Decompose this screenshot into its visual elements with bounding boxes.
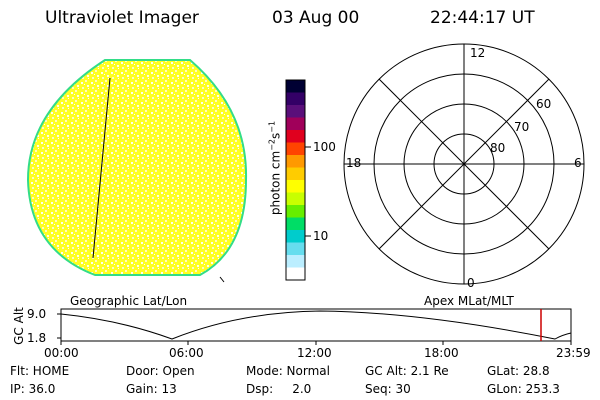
status-glon: GLon: 253.3: [487, 382, 560, 396]
altitude-curve: [60, 310, 572, 340]
status-mode: Mode: Normal: [246, 364, 330, 378]
status-door: Door: Open: [126, 364, 195, 378]
uv-disk-image: [26, 59, 248, 283]
status-gc-alt: GC Alt: 2.1 Re: [365, 364, 449, 378]
colorbar-tick-10: 10: [313, 229, 329, 243]
date-label: 03 Aug 00: [272, 8, 360, 28]
status-glat: GLat: 28.8: [487, 364, 550, 378]
status-flt: Flt: HOME: [10, 364, 70, 378]
colorbar-segment: [286, 167, 305, 181]
altitude-ylabel: GC Alt: [12, 307, 26, 345]
mlat-label-60: 60: [536, 97, 552, 111]
colorbar-segment: [286, 192, 305, 206]
colorbar-segment: [286, 105, 305, 118]
unit-exp1: −2: [267, 138, 277, 151]
instrument-title: Ultraviolet Imager: [45, 8, 199, 28]
altitude-plot: [57, 308, 572, 345]
altitude-xtick-0600: 06:00: [169, 346, 204, 360]
altitude-ytick-1-8: 1.8: [27, 331, 47, 345]
colorbar-segment: [286, 130, 305, 143]
colorbar-border: [285, 79, 306, 281]
meridian-line: [92, 77, 111, 259]
mlt-label-12: 12: [470, 46, 486, 60]
unit-base: photon cm: [268, 150, 283, 216]
colorbar-segment: [286, 205, 305, 218]
colorbar-segment: [286, 255, 305, 268]
mlt-label-6: 6: [574, 156, 582, 170]
geographic-panel-label: Geographic Lat/Lon: [70, 294, 188, 308]
colorbar-segment: [286, 217, 305, 231]
status-gain: Gain: 13: [126, 382, 177, 396]
colorbar-segment: [286, 117, 305, 131]
colorbar-segment: [286, 180, 305, 193]
colorbar-tick-100: 100: [313, 140, 336, 154]
altitude-xtick-0000: 00:00: [44, 346, 79, 360]
polar-grid: [343, 43, 585, 285]
status-ip: IP: 36.0: [10, 382, 56, 396]
altitude-xtick-2359: 23:59: [556, 346, 591, 360]
altitude-xtick-1200: 12:00: [297, 346, 332, 360]
colorbar-segment: [286, 155, 305, 168]
colorbar-segment: [286, 242, 305, 256]
status-seq: Seq: 30: [365, 382, 411, 396]
colorbar-segment: [286, 80, 305, 93]
mlat-label-80: 80: [490, 141, 506, 155]
time-label: 22:44:17 UT: [430, 8, 535, 28]
mlt-label-0: 0: [467, 276, 475, 290]
colorbar-segment: [286, 267, 305, 281]
unit-exp2: −1: [267, 120, 277, 133]
altitude-xtick-1800: 18:00: [424, 346, 459, 360]
colorbar: [285, 79, 306, 281]
colorbar-unit-label: photon cm−2s−1: [268, 121, 283, 215]
colorbar-segment: [286, 230, 305, 243]
mlat-label-70: 70: [514, 120, 530, 134]
colorbar-segment: [286, 142, 305, 156]
altitude-ytick-9: 9.0: [27, 307, 47, 321]
unit-mid: s: [268, 132, 283, 139]
mlt-label-18: 18: [346, 156, 362, 170]
apex-panel-label: Apex MLat/MLT: [424, 294, 514, 308]
status-dsp: Dsp: 2.0: [246, 382, 312, 396]
colorbar-segment: [286, 92, 305, 106]
